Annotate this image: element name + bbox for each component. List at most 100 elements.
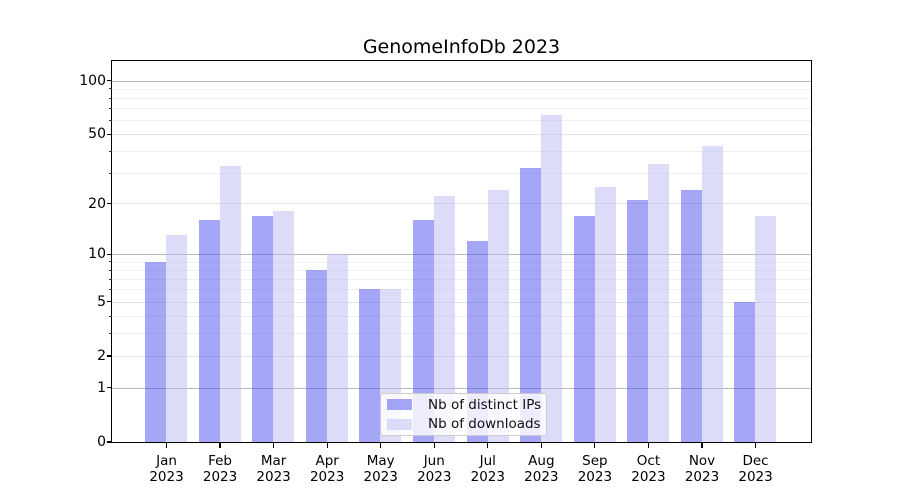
bar-downloads-mar: [273, 211, 295, 442]
gridline-minor-9: [111, 261, 811, 263]
x-tick-label-apr: Apr 2023: [309, 453, 345, 485]
y-tick-label-10: 10: [88, 246, 106, 263]
gridline-10: [111, 254, 811, 256]
x-tick-label-aug: Aug 2023: [524, 453, 559, 485]
x-tick-dec: [754, 443, 757, 448]
legend-swatch-downloads: [387, 418, 412, 430]
gridline-minor-80: [111, 97, 811, 99]
legend-swatch-distinct-ips: [387, 399, 412, 411]
bar-downloads-jan: [166, 235, 188, 442]
x-tick-label-jun: Jun 2023: [417, 453, 452, 485]
y-tick-label-0: 0: [97, 434, 106, 450]
x-tick-jun: [433, 443, 435, 448]
x-tick-label-jan: Jan 2023: [149, 453, 184, 485]
bar-distinct-ips-aug: [520, 168, 542, 442]
y-minortick-8: [109, 269, 112, 271]
y-minortick-4: [109, 315, 112, 317]
y-tick-label-1: 1: [97, 379, 106, 396]
x-tick-label-jul: Jul 2023: [470, 453, 505, 485]
bar-downloads-jun: [434, 196, 456, 442]
bar-distinct-ips-jan: [145, 261, 167, 442]
y-tick-1: [107, 387, 112, 389]
gridline-100: [111, 80, 811, 82]
y-minortick-3: [109, 332, 112, 334]
y-minortick-70: [109, 107, 112, 109]
x-tick-nov: [701, 443, 703, 448]
gridline-1: [111, 387, 811, 389]
gridline-minor-40: [111, 151, 811, 153]
bar-distinct-ips-apr: [305, 269, 327, 442]
bar-distinct-ips-feb: [198, 220, 220, 442]
bar-downloads-jul: [487, 189, 509, 442]
gridline-5: [111, 301, 811, 303]
bar-distinct-ips-oct: [627, 199, 649, 442]
x-tick-oct: [647, 443, 650, 448]
y-tick-label-2: 2: [97, 348, 106, 364]
y-tick-label-50: 50: [88, 126, 106, 143]
gridline-20: [111, 203, 811, 205]
bar-downloads-dec: [755, 215, 777, 442]
gridline-minor-7: [111, 279, 811, 281]
x-tick-label-dec: Dec 2023: [738, 453, 773, 485]
gridline-50: [111, 134, 811, 136]
bar-distinct-ips-jun: [413, 220, 435, 442]
x-tick-may: [380, 443, 382, 448]
bar-downloads-nov: [701, 145, 723, 442]
gridline-minor-70: [111, 108, 811, 110]
bar-distinct-ips-jul: [466, 241, 488, 442]
gridline-minor-3: [111, 333, 811, 335]
bar-distinct-ips-mar: [252, 215, 274, 442]
legend-row-distinct-ips: Nb of distinct IPs: [387, 395, 542, 414]
legend: Nb of distinct IPs Nb of downloads: [380, 393, 547, 436]
y-tick-2: [107, 355, 112, 357]
legend-row-downloads: Nb of downloads: [387, 415, 541, 434]
y-tick-20: [107, 203, 112, 205]
y-minortick-30: [109, 172, 112, 174]
gridline-minor-60: [111, 120, 811, 122]
x-tick-aug: [540, 443, 542, 448]
x-tick-apr: [326, 443, 328, 448]
x-tick-mar: [273, 443, 275, 448]
y-tick-10: [107, 253, 112, 255]
plot-area: [110, 59, 812, 443]
y-minortick-9: [109, 261, 112, 263]
x-tick-jul: [487, 443, 489, 448]
y-tick-label-5: 5: [97, 293, 106, 310]
gridline-minor-30: [111, 173, 811, 174]
gridline-minor-6: [111, 289, 811, 291]
y-minortick-60: [109, 119, 112, 121]
legend-label-distinct-ips: Nb of distinct IPs: [428, 396, 542, 413]
x-tick-label-may: May 2023: [363, 453, 398, 485]
bar-distinct-ips-dec: [734, 301, 756, 442]
legend-label-downloads: Nb of downloads: [428, 416, 541, 433]
bar-downloads-apr: [326, 254, 348, 442]
bar-distinct-ips-may: [359, 289, 381, 442]
y-tick-0: [107, 441, 112, 443]
x-tick-feb: [219, 443, 221, 448]
y-minortick-80: [109, 97, 112, 99]
gridline-minor-8: [111, 269, 811, 271]
bar-downloads-sep: [594, 186, 616, 442]
x-tick-label-mar: Mar 2023: [256, 453, 291, 485]
y-tick-label-20: 20: [88, 195, 106, 212]
y-tick-100: [107, 80, 112, 82]
gridline-minor-4: [111, 315, 811, 317]
bar-distinct-ips-sep: [573, 215, 595, 442]
bar-downloads-feb: [219, 165, 241, 442]
x-tick-label-oct: Oct 2023: [631, 453, 666, 485]
x-tick-jan: [165, 443, 168, 448]
y-minortick-40: [109, 150, 112, 152]
x-tick-label-feb: Feb 2023: [202, 453, 238, 485]
x-tick-label-nov: Nov 2023: [684, 453, 720, 485]
x-tick-label-sep: Sep 2023: [577, 453, 613, 485]
y-tick-5: [107, 301, 112, 303]
y-minortick-6: [109, 289, 112, 291]
gridline-2: [111, 355, 811, 357]
y-minortick-90: [109, 88, 112, 90]
y-minortick-7: [109, 278, 112, 280]
gridline-minor-90: [111, 88, 811, 90]
y-tick-label-100: 100: [79, 72, 106, 89]
chart-title: GenomeInfoDb 2023: [362, 36, 561, 58]
bar-downloads-oct: [648, 163, 670, 442]
